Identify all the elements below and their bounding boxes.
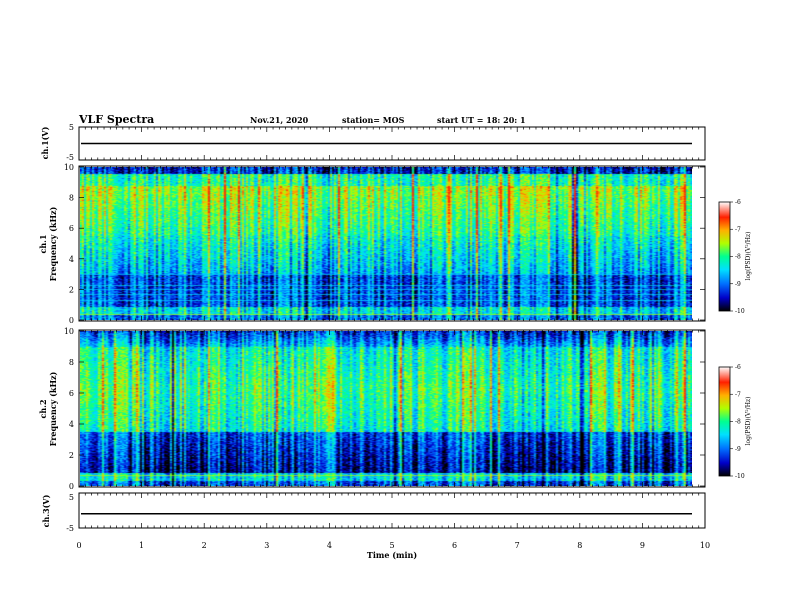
freq-tick-label: 0 bbox=[69, 482, 74, 491]
colorbar-tick-label: -10 bbox=[735, 308, 745, 315]
figure-title: VLF Spectra bbox=[78, 113, 154, 126]
start-time-label: start UT = 18: 20: 1 bbox=[437, 115, 526, 125]
time-tick-label: 6 bbox=[452, 541, 457, 550]
ch2-colorbar-label: log(PSD)(V²/Hz) bbox=[745, 397, 752, 446]
ch2-spectrogram-image bbox=[80, 331, 692, 486]
time-tick-label: 9 bbox=[640, 541, 645, 550]
ch1-freq-tick-labels: 0 2 4 6 8 10 bbox=[64, 163, 705, 325]
date-label: Nov.21, 2020 bbox=[250, 115, 309, 125]
colorbar-tick-label: -9 bbox=[735, 281, 741, 288]
freq-tick-label: 6 bbox=[69, 224, 74, 233]
ch2-freq-axis-label: Frequency (kHz) bbox=[48, 371, 58, 446]
time-tick-label: 2 bbox=[202, 541, 207, 550]
colorbar-tick-label: -6 bbox=[735, 199, 741, 206]
station-label: station= MOS bbox=[342, 115, 405, 125]
time-tick-label: 0 bbox=[76, 541, 81, 550]
time-tick-label: 4 bbox=[327, 541, 332, 550]
colorbar-tick-label: -10 bbox=[735, 473, 745, 480]
freq-tick-label: 4 bbox=[69, 420, 74, 429]
colorbar-tick-label: -9 bbox=[735, 446, 741, 453]
ch2-spectrogram-panel: 0 2 4 6 8 10 ch.2 Frequency (kHz) -6 -7 -8 -9 -10… bbox=[38, 327, 752, 491]
ch2-colorbar: -6 -7 -8 -9 -10 log(PSD)(V²/Hz) bbox=[718, 364, 752, 480]
ch1-spectrogram-panel: 0 2 4 6 8 10 ch.1 Frequency (kHz) -6 -7 -8 -9 -10… bbox=[38, 163, 752, 325]
ch1-freq-axis-label: Frequency (kHz) bbox=[48, 206, 58, 281]
time-axis-label: Time (min) bbox=[367, 550, 417, 560]
ch2-colorbar-bar bbox=[718, 366, 731, 477]
ch1-colorbar-label: log(PSD)(V²/Hz) bbox=[745, 232, 752, 281]
ch1-spec-label: ch.1 bbox=[38, 234, 48, 253]
freq-tick-label: 8 bbox=[69, 358, 74, 367]
ch1-ytick-bottom: -5 bbox=[66, 153, 74, 162]
ch2-freq-tick-labels: 0 2 4 6 8 10 bbox=[64, 327, 705, 491]
freq-tick-label: 4 bbox=[69, 255, 74, 264]
time-tick-label: 5 bbox=[389, 541, 394, 550]
ch3-ytick-bottom: -5 bbox=[66, 524, 74, 533]
time-tick-label: 8 bbox=[577, 541, 582, 550]
ch1-colorbar-bar bbox=[718, 201, 731, 312]
ch1-ytick-top: 5 bbox=[69, 123, 74, 132]
time-tick-label: 7 bbox=[515, 541, 520, 550]
freq-tick-label: 6 bbox=[69, 389, 74, 398]
panel-tick-marks bbox=[78, 127, 706, 528]
ch3-ytick-top: 5 bbox=[69, 493, 74, 502]
freq-tick-label: 0 bbox=[69, 316, 74, 325]
colorbar-tick-label: -7 bbox=[735, 391, 741, 398]
ch1-waveform-panel: 5 -5 ch.1(V) bbox=[40, 123, 706, 162]
ch1-spectrogram-image bbox=[80, 167, 692, 320]
colorbar-tick-label: -8 bbox=[735, 419, 741, 426]
freq-tick-label: 2 bbox=[69, 451, 74, 460]
time-tick-label: 3 bbox=[264, 541, 269, 550]
ch2-spec-label: ch.2 bbox=[38, 399, 48, 418]
colorbar-tick-label: -8 bbox=[735, 254, 741, 261]
freq-tick-label: 10 bbox=[64, 327, 74, 336]
colorbar-tick-label: -6 bbox=[735, 364, 741, 371]
ch3-ylabel: ch.3(V) bbox=[41, 494, 51, 527]
colorbar-tick-label: -7 bbox=[735, 226, 741, 233]
freq-tick-label: 2 bbox=[69, 285, 74, 294]
time-axis-ticks: 0 1 2 3 4 5 6 7 8 9 10 bbox=[76, 541, 710, 550]
time-tick-label: 1 bbox=[139, 541, 144, 550]
ch1-colorbar: -6 -7 -8 -9 -10 log(PSD)(V²/Hz) bbox=[718, 199, 752, 315]
freq-tick-label: 8 bbox=[69, 194, 74, 203]
time-tick-label: 10 bbox=[700, 541, 710, 550]
freq-tick-label: 10 bbox=[64, 163, 74, 172]
ch3-waveform-frame bbox=[78, 492, 706, 529]
ch1-ylabel: ch.1(V) bbox=[40, 126, 50, 159]
ch3-waveform-panel: 5 -5 ch.3(V) 0 1 2 3 4 5 6 7 8 9 10 Time (min) bbox=[41, 492, 710, 560]
